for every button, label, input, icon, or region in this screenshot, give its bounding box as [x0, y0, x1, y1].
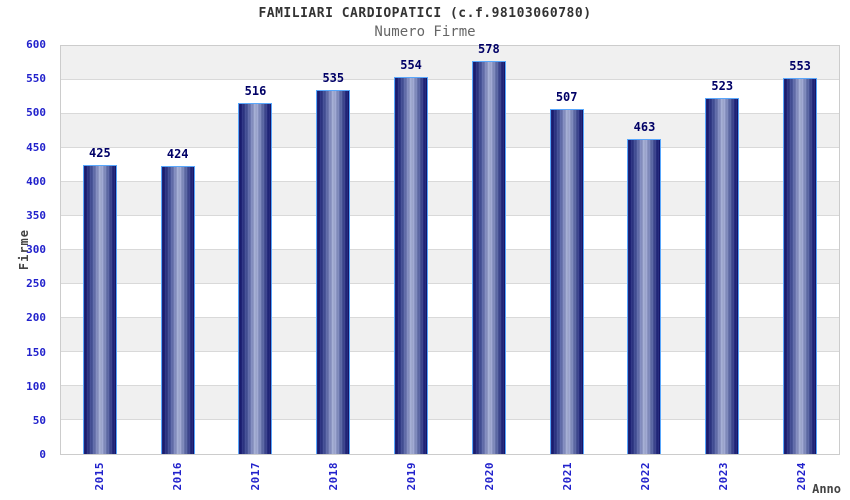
bar	[316, 90, 351, 454]
bar-slot: 578	[450, 42, 528, 454]
x-tick-label: 2018	[326, 462, 340, 491]
y-tick-label: 550	[26, 72, 46, 86]
bar-value-label: 516	[244, 84, 267, 99]
x-tick-cell: 2023	[684, 457, 762, 500]
bars: 425 424 516 535 554 578 507 463 523 553	[61, 42, 839, 454]
bar-slot: 425	[61, 46, 139, 454]
bar	[627, 139, 662, 454]
y-tick-label: 300	[26, 243, 46, 256]
chart-title: FAMILIARI CARDIOPATICI (c.f.98103060780)	[258, 6, 592, 21]
gridline	[61, 283, 839, 284]
bar-value-label: 425	[89, 146, 111, 160]
bar-value-label: 523	[711, 79, 734, 94]
bar-value-label: 463	[633, 120, 656, 135]
gridline	[61, 419, 839, 421]
x-tick-label: 2016	[170, 462, 184, 491]
x-tick-label: 2020	[482, 462, 496, 491]
y-tick-label: 0	[39, 448, 46, 461]
bar	[394, 77, 429, 454]
gridline	[61, 113, 839, 114]
y-tick-label: 400	[26, 174, 46, 188]
x-axis-ticks: 2015 2016 2017 2018 2019 2020 2021 2022 2023 2024	[60, 457, 840, 500]
x-tick-label: 2019	[404, 462, 418, 491]
bar-value-label: 578	[478, 41, 500, 56]
x-tick-label: 2015	[92, 462, 106, 491]
gridline	[61, 385, 839, 387]
y-tick-label: 100	[26, 379, 46, 393]
bar-value-label: 507	[555, 90, 578, 105]
plot-band	[61, 46, 839, 80]
gridline	[61, 317, 839, 319]
bar	[160, 165, 195, 454]
x-tick-cell: 2018	[294, 457, 372, 500]
bar-slot: 424	[139, 46, 217, 454]
gridline	[61, 181, 839, 183]
y-tick-label: 50	[32, 413, 46, 427]
x-axis-label: Anno	[812, 482, 841, 496]
bar-slot: 554	[372, 46, 450, 454]
gridline	[61, 79, 839, 80]
gridline	[61, 147, 839, 148]
bar-slot: 516	[217, 46, 295, 454]
bar-value-label: 535	[322, 71, 345, 86]
chart-subtitle: Numero Firme	[374, 24, 476, 40]
y-tick-label: 500	[26, 106, 46, 120]
y-tick-label: 200	[26, 311, 46, 325]
x-tick-cell: 2020	[450, 457, 528, 500]
y-tick-label: 150	[26, 345, 46, 359]
gridline	[61, 249, 839, 250]
x-tick-cell: 2019	[372, 457, 450, 500]
gridline	[61, 215, 839, 216]
bar-slot: 463	[606, 46, 684, 454]
bar	[705, 98, 740, 454]
x-tick-cell: 2017	[216, 457, 294, 500]
x-tick-label: 2024	[794, 462, 808, 491]
bar	[82, 165, 117, 454]
bar	[783, 77, 818, 454]
y-tick-label: 350	[26, 208, 46, 222]
bar	[549, 109, 584, 454]
bar-value-label: 553	[789, 58, 811, 73]
bar-slot: 507	[528, 46, 606, 454]
x-tick-cell: 2022	[606, 457, 684, 500]
x-tick-label: 2023	[716, 462, 730, 491]
plot-area: 425 424 516 535 554 578 507 463 523 553	[60, 42, 840, 455]
y-axis-ticks: 0 50 100 150 200 250 300 350 400 450 500 550 600	[0, 38, 52, 461]
bar-slot: 553	[761, 46, 839, 454]
y-tick-label: 600	[26, 38, 46, 51]
bar-value-label: 424	[166, 146, 189, 161]
y-tick-label: 450	[26, 140, 46, 154]
bar	[471, 60, 506, 454]
bar-value-label: 554	[400, 58, 422, 73]
x-tick-cell: 2021	[528, 457, 606, 500]
x-tick-cell: 2016	[138, 457, 216, 500]
gridline	[61, 351, 839, 352]
x-tick-label: 2017	[248, 462, 262, 491]
bar-slot: 535	[294, 46, 372, 454]
bar-slot: 523	[683, 46, 761, 454]
y-tick-label: 250	[26, 277, 46, 291]
x-tick-label: 2021	[560, 462, 574, 491]
x-tick-cell: 2015	[60, 457, 138, 500]
bar	[238, 103, 273, 454]
x-tick-label: 2022	[638, 462, 652, 491]
